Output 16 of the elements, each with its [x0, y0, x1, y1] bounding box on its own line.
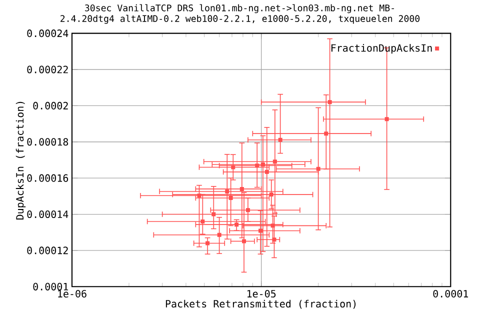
chart-subtitle: 2.4.20dtg4 altAIMD-0.2 web100-2.2.1, e1000-5.2.20, txqueuelen 2000: [60, 14, 420, 24]
y-tick-label: 0.00014: [27, 210, 68, 218]
x-tick-label: 1e-06: [58, 290, 86, 298]
x-axis-title: Packets Retransmitted (fraction): [166, 300, 356, 309]
x-tick-label: 0.0001: [433, 290, 468, 298]
y-tick-label: 0.00022: [27, 66, 68, 74]
y-axis-title: DupAcksIn (fraction): [16, 102, 26, 220]
y-tick-label: 0.00024: [27, 30, 68, 38]
y-tick-label: 0.00016: [27, 174, 68, 182]
y-tick-label: 0.00018: [27, 138, 68, 146]
x-tick-label: 1e-05: [247, 290, 276, 298]
y-tick-label: 0.0001: [33, 282, 68, 290]
chart-title: 30sec VanillaTCP DRS lon01.mb-ng.net->lon03.mb-ng.net MB-: [85, 4, 394, 14]
legend-label: FractionDupAcksIn: [331, 44, 432, 54]
y-tick-label: 0.0002: [33, 102, 68, 110]
y-tick-label: 0.00012: [27, 246, 68, 254]
